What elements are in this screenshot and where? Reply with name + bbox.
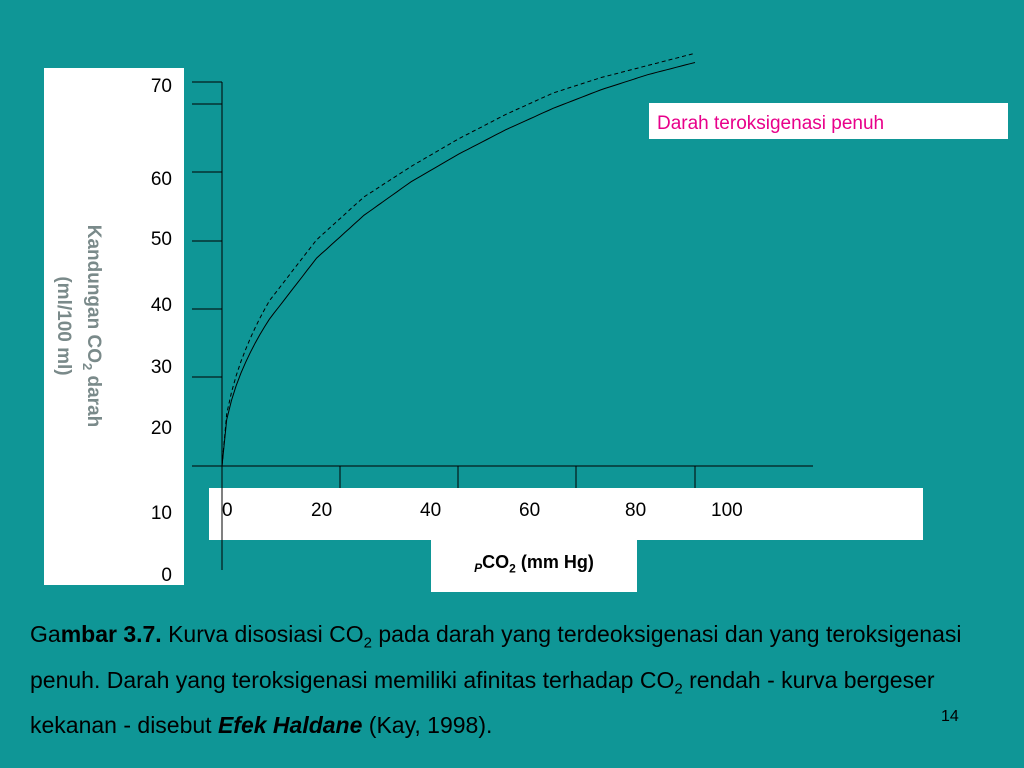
y-tick-label: 70 [150, 76, 172, 97]
legend-label: Darah teroksigenasi penuh [657, 113, 885, 134]
x-tick-label: 0 [222, 500, 233, 521]
y-tick-label: 10 [150, 503, 172, 524]
y-tick-label: 60 [150, 169, 172, 190]
y-tick-label: 50 [150, 229, 172, 250]
x-axis-tick-panel [209, 488, 923, 540]
x-tick-label: 80 [625, 500, 647, 521]
y-tick-label: 30 [150, 357, 172, 378]
y-axis-label-panel [44, 68, 118, 585]
x-tick-label: 100 [711, 500, 743, 521]
x-axis-title: PCO2 (mm Hg) [474, 552, 594, 576]
page-number: 14 [941, 708, 959, 725]
x-axis-title-panel [431, 540, 637, 592]
y-axis-tick-panel [118, 68, 184, 585]
deoxygenated-curve [221, 52, 696, 467]
oxygenated-curve [221, 62, 696, 467]
y-tick-label: 20 [150, 418, 172, 439]
legend-box [649, 103, 1008, 139]
x-tick-label: 20 [311, 500, 333, 521]
figure-caption: Gambar 3.7. Kurva disosiasi CO2 pada dar… [30, 621, 962, 739]
x-tick-label: 60 [519, 500, 541, 521]
x-tick-label: 40 [420, 500, 442, 521]
y-tick-label: 0 [161, 565, 172, 586]
y-tick-label: 40 [150, 295, 172, 316]
